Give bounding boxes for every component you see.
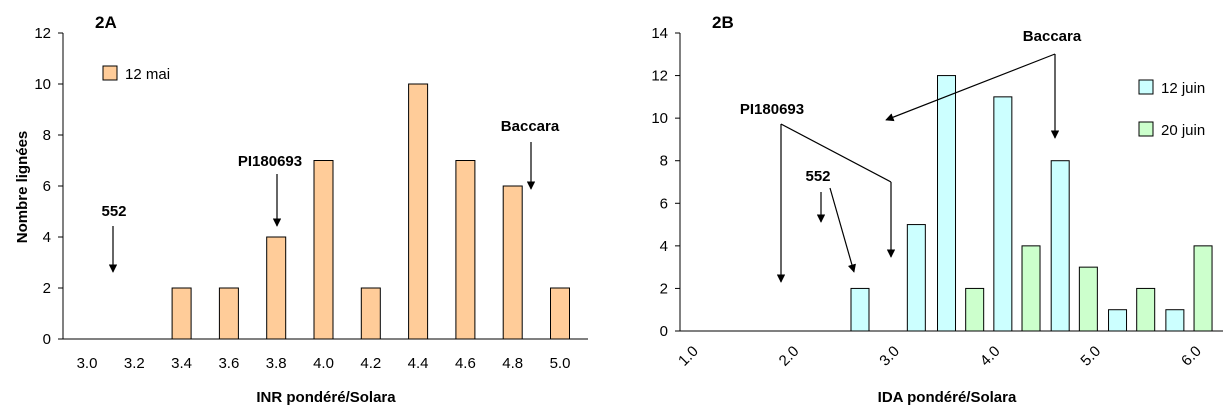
bar-20-juin: [1193, 245, 1213, 332]
x-tick-label: 6.0: [1178, 343, 1205, 370]
bar: [171, 287, 192, 340]
annotation-arrow: [885, 53, 1056, 122]
bar: [455, 160, 476, 340]
bar: [313, 160, 334, 340]
annotation-arrow: [829, 187, 856, 273]
chart-2a: 0 2 4 6 8 10 12 3.0 3.2 3.4 3.6 3.8 4.0 4.2 4.4 4.6 4.8 5…: [14, 13, 588, 406]
y-tick-label: 6: [660, 195, 668, 212]
annotation-label: Baccara: [1023, 28, 1082, 45]
legend-swatch: [1138, 121, 1154, 137]
x-tick-label: 5.0: [550, 355, 571, 372]
bar: [550, 287, 570, 340]
bar-12-juin: [993, 96, 1013, 332]
y-tick-label: 12: [651, 68, 668, 85]
y-tick-label: 0: [43, 331, 51, 348]
bar-12-juin: [937, 75, 957, 332]
x-axis-title: INR pondéré/Solara: [256, 389, 396, 406]
x-tick-label: 3.4: [171, 355, 192, 372]
bar-12-juin: [906, 224, 926, 332]
y-tick-label: 2: [660, 280, 668, 297]
annotation-label: PI180693: [238, 153, 302, 170]
legend-label: 12 juin: [1161, 80, 1205, 97]
annotation-label: 552: [101, 203, 126, 220]
y-axis-title: Nombre lignées: [14, 131, 31, 244]
x-tick-label: 3.0: [876, 343, 903, 370]
x-tick-label: 5.0: [1077, 343, 1104, 370]
x-tick-label: 4.8: [502, 355, 523, 372]
x-tick-label: 4.0: [977, 343, 1004, 370]
y-tick-label: 4: [43, 229, 51, 246]
bar-20-juin: [965, 287, 985, 332]
y-tick-label: 6: [43, 178, 51, 195]
x-tick-label: 3.6: [218, 355, 239, 372]
y-tick-label: 2: [43, 280, 51, 297]
y-tick-label: 10: [34, 76, 51, 93]
x-tick-label: 4.6: [455, 355, 476, 372]
bar-12-juin: [850, 287, 870, 332]
annotation-label: Baccara: [501, 118, 560, 135]
x-tick-label: 4.0: [313, 355, 334, 372]
chart-2b: 024681012141.02.03.04.05.06.07.08.09.02B…: [651, 13, 1223, 406]
x-tick-label: 2.0: [776, 343, 803, 370]
panel-title: 2B: [712, 13, 734, 32]
bar-20-juin: [1021, 245, 1041, 332]
legend-swatch: [1138, 79, 1154, 95]
bar-12-juin: [1050, 160, 1070, 332]
annotation-label: PI180693: [740, 101, 804, 118]
y-tick-label: 12: [34, 25, 51, 42]
bar: [218, 287, 239, 340]
bar: [266, 236, 287, 340]
annotation-label: 552: [805, 168, 830, 185]
bar: [360, 287, 381, 340]
bar-12-juin: [1108, 309, 1128, 332]
y-tick-label: 8: [660, 153, 668, 170]
bar: [502, 185, 523, 340]
x-tick-label: 1.0: [675, 343, 702, 370]
x-tick-label: 3.2: [124, 355, 145, 372]
y-tick-label: 0: [660, 323, 668, 340]
y-tick-label: 4: [660, 238, 668, 255]
y-tick-label: 8: [43, 127, 51, 144]
y-tick-label: 10: [651, 110, 668, 127]
bar-20-juin: [1078, 266, 1098, 332]
legend-swatch: [102, 65, 118, 81]
legend-label: 12 mai: [125, 66, 170, 83]
bar: [408, 83, 429, 340]
legend-label: 20 juin: [1161, 122, 1205, 139]
panel-title: 2A: [95, 13, 117, 32]
x-tick-label: 4.4: [408, 355, 429, 372]
x-tick-label: 3.8: [266, 355, 287, 372]
y-tick-label: 14: [651, 25, 668, 42]
x-axis-title: IDA pondéré/Solara: [878, 389, 1017, 406]
bar-20-juin: [1136, 287, 1156, 332]
x-tick-label: 3.0: [77, 355, 98, 372]
bar-12-juin: [1165, 309, 1185, 332]
annotation-arrow: [780, 123, 892, 183]
x-tick-label: 4.2: [360, 355, 381, 372]
